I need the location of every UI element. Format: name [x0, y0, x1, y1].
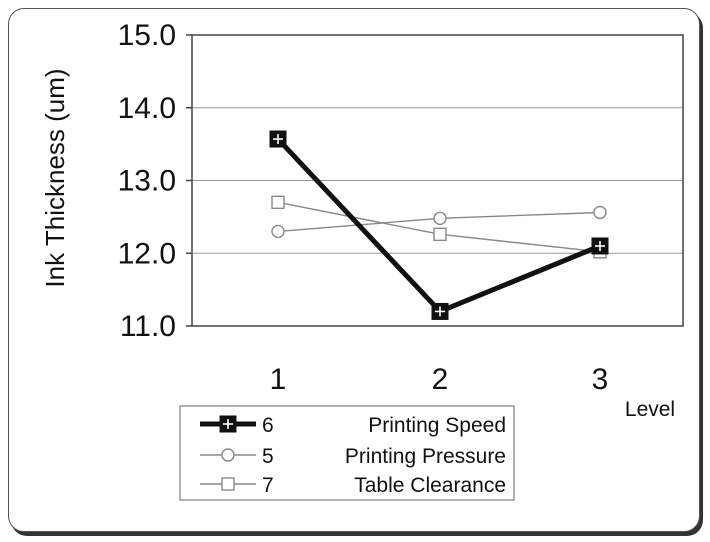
data-point-printing-speed [591, 237, 609, 255]
y-tick-label: 12.0 [118, 237, 176, 270]
series-line-printing-speed [276, 137, 601, 315]
legend-marker [219, 415, 237, 433]
data-point-printing-speed [269, 130, 287, 148]
y-axis-ticks: 11.0 12.0 13.0 14.0 15.0 [118, 19, 192, 343]
legend-label: Printing Pressure [345, 445, 506, 468]
data-point-printing-speed [431, 302, 449, 320]
legend: 6 Printing Speed 5 Printing Pressure 7 Table … [179, 405, 515, 501]
data-point-printing-pressure [593, 205, 607, 220]
y-tick-label: 14.0 [118, 92, 176, 125]
data-point-printing-pressure [271, 224, 285, 239]
y-tick-label: 13.0 [118, 165, 176, 198]
legend-code: 5 [262, 445, 274, 468]
legend-marker [221, 477, 235, 491]
legend-marker [221, 448, 235, 462]
gridlines [192, 34, 683, 327]
x-tick-label: 3 [592, 363, 609, 396]
series-lines [276, 137, 601, 315]
legend-code: 7 [262, 474, 274, 497]
series-markers [269, 130, 609, 320]
legend-label: Printing Speed [368, 414, 506, 437]
y-axis-label: Ink Thickness (um) [40, 68, 70, 287]
data-point-table-clearance [271, 195, 285, 210]
data-point-printing-pressure [433, 211, 447, 226]
data-point-table-clearance [433, 227, 447, 242]
legend-label: Table Clearance [354, 474, 506, 497]
x-tick-label: 2 [432, 363, 449, 396]
x-axis-ticks: 1 2 3 [270, 363, 609, 396]
y-tick-label: 15.0 [118, 19, 176, 52]
legend-code: 6 [262, 414, 274, 437]
x-tick-label: 1 [270, 363, 287, 396]
y-tick-label: 11.0 [120, 310, 176, 343]
x-axis-label: Level [625, 398, 675, 421]
